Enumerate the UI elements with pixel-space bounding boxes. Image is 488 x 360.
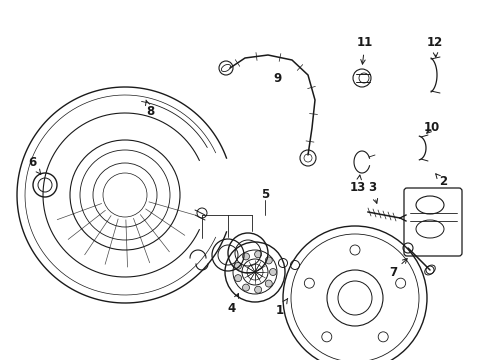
Text: 5: 5 xyxy=(260,189,268,202)
Text: 6: 6 xyxy=(28,157,41,174)
Text: 11: 11 xyxy=(356,36,372,64)
Text: 9: 9 xyxy=(273,72,282,85)
Circle shape xyxy=(265,257,272,264)
Text: 8: 8 xyxy=(145,100,154,118)
Circle shape xyxy=(265,280,272,287)
Circle shape xyxy=(234,275,241,282)
Text: 7: 7 xyxy=(388,258,407,279)
Text: 10: 10 xyxy=(423,121,439,135)
Text: 2: 2 xyxy=(435,174,446,189)
Text: 4: 4 xyxy=(227,293,238,315)
Text: 3: 3 xyxy=(367,181,377,203)
Circle shape xyxy=(254,251,261,258)
Circle shape xyxy=(242,253,249,260)
Circle shape xyxy=(242,284,249,291)
Text: 13: 13 xyxy=(349,175,366,194)
Circle shape xyxy=(269,269,276,275)
Circle shape xyxy=(234,262,241,269)
Circle shape xyxy=(254,286,261,293)
Text: 1: 1 xyxy=(275,298,287,316)
Text: 12: 12 xyxy=(426,36,442,57)
